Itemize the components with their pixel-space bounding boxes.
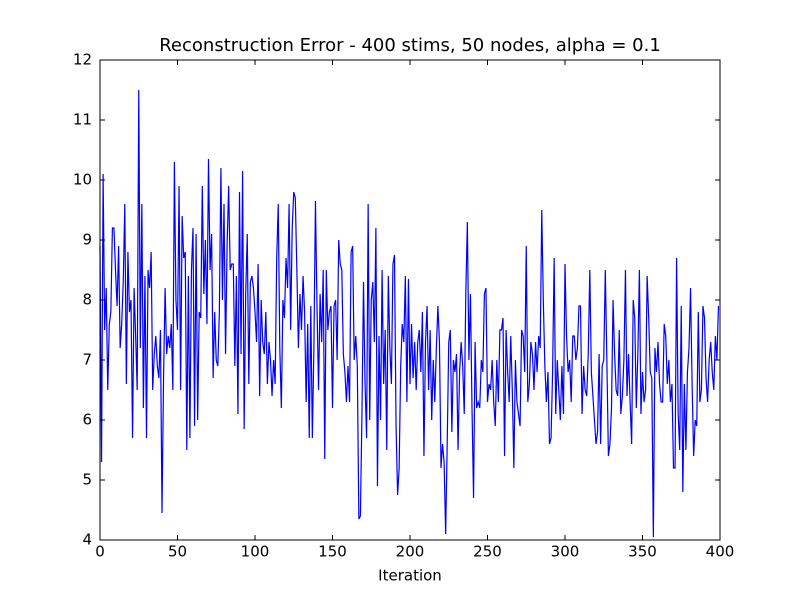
y-tick-label: 5 — [82, 471, 92, 489]
y-tick-label: 4 — [82, 531, 92, 549]
x-tick-label: 0 — [95, 543, 105, 561]
x-tick-label: 200 — [396, 543, 425, 561]
y-tick-label: 8 — [82, 291, 92, 309]
x-tick-label: 100 — [241, 543, 270, 561]
y-tick-label: 9 — [82, 231, 92, 249]
x-tick-label: 50 — [168, 543, 187, 561]
x-tick-label: 250 — [473, 543, 502, 561]
x-tick-label: 350 — [628, 543, 657, 561]
x-axis-label: Iteration — [378, 567, 442, 585]
y-tick-label: 7 — [82, 351, 92, 369]
y-tick-label: 12 — [73, 51, 92, 69]
y-tick-label: 11 — [73, 111, 92, 129]
y-tick-label: 10 — [73, 171, 92, 189]
x-tick-label: 150 — [318, 543, 347, 561]
data-line — [99, 89, 720, 538]
y-tick-label: 6 — [82, 411, 92, 429]
x-tick-label: 400 — [706, 543, 735, 561]
x-tick-label: 300 — [551, 543, 580, 561]
chart-title: Reconstruction Error - 400 stims, 50 nod… — [159, 35, 661, 56]
